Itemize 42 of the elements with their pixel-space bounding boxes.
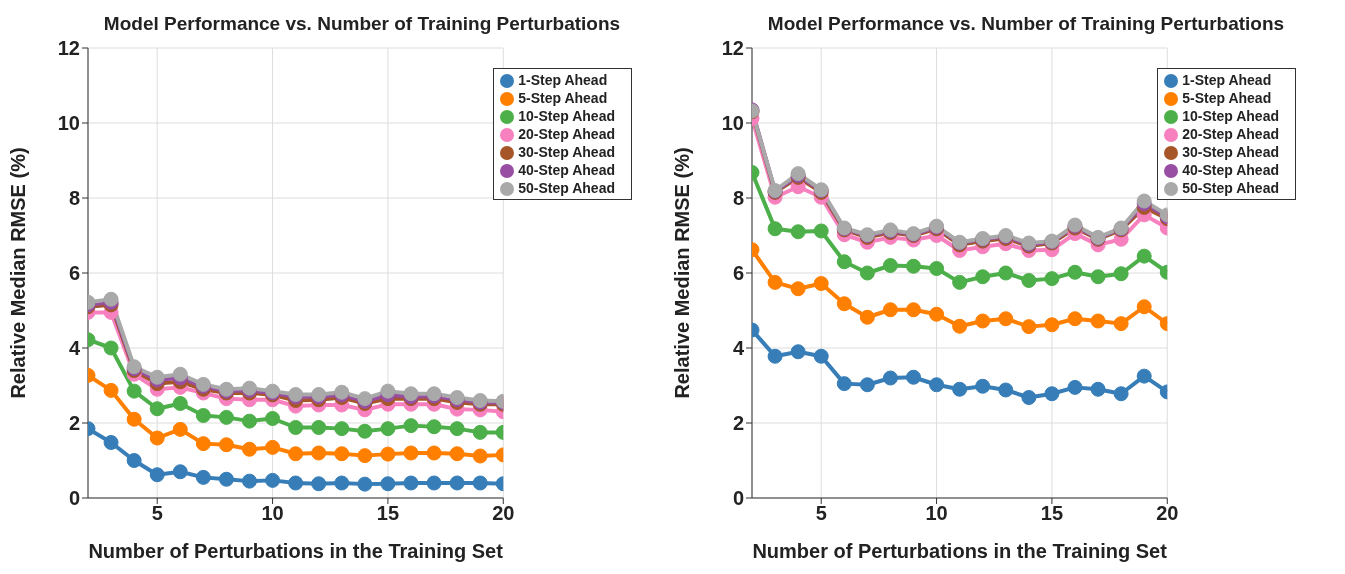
y-tick-label: 12 xyxy=(721,37,744,60)
chart-title: Model Performance vs. Number of Training Perturbations xyxy=(767,13,1285,34)
legend-label: 40-Step Ahead xyxy=(518,162,615,178)
legend-label: 10-Step Ahead xyxy=(1182,108,1279,124)
legend-label: 10-Step Ahead xyxy=(518,108,615,124)
legend-label: 5-Step Ahead xyxy=(1182,90,1272,106)
x-tick-label: 15 xyxy=(1040,502,1064,525)
x-tick-label: 10 xyxy=(261,502,284,525)
legend-label: 1-Step Ahead xyxy=(518,72,608,88)
y-tick-label: 12 xyxy=(57,37,80,60)
legend-label: 1-Step Ahead xyxy=(1182,72,1272,88)
legend-label: 50-Step Ahead xyxy=(518,180,615,196)
y-tick-label: 8 xyxy=(68,187,80,210)
y-tick-label: 10 xyxy=(57,112,80,135)
y-tick-label: 8 xyxy=(732,187,744,210)
y-tick-label: 6 xyxy=(68,262,80,285)
legend-label: 30-Step Ahead xyxy=(518,144,615,160)
y-tick-label: 6 xyxy=(732,262,744,285)
legend-label: 50-Step Ahead xyxy=(1182,180,1279,196)
x-tick-label: 15 xyxy=(376,502,400,525)
y-tick-label: 2 xyxy=(732,412,744,435)
y-tick-label: 4 xyxy=(68,337,81,360)
x-tick-label: 20 xyxy=(1156,502,1179,525)
legend-label: 5-Step Ahead xyxy=(518,90,608,106)
x-tick-label: 5 xyxy=(151,502,163,525)
y-axis-title: Relative Median RMSE (%) xyxy=(671,147,694,399)
y-tick-label: 4 xyxy=(732,337,745,360)
legend-label: 40-Step Ahead xyxy=(1182,162,1279,178)
legend-label: 30-Step Ahead xyxy=(1182,144,1279,160)
x-axis-title: Number of Perturbations in the Training Set xyxy=(752,540,1168,562)
y-tick-label: 10 xyxy=(721,112,744,135)
y-tick-label: 2 xyxy=(68,412,80,435)
x-tick-label: 10 xyxy=(925,502,948,525)
legend-label: 20-Step Ahead xyxy=(1182,126,1279,142)
x-tick-label: 20 xyxy=(492,502,515,525)
x-tick-label: 5 xyxy=(815,502,827,525)
x-axis-title: Number of Perturbations in the Training Set xyxy=(88,540,504,562)
y-axis-title: Relative Median RMSE (%) xyxy=(7,147,30,399)
y-tick-label: 0 xyxy=(68,487,80,510)
chart-title: Model Performance vs. Number of Training Perturbations xyxy=(103,13,621,34)
legend-label: 20-Step Ahead xyxy=(518,126,615,142)
y-tick-label: 0 xyxy=(732,487,744,510)
